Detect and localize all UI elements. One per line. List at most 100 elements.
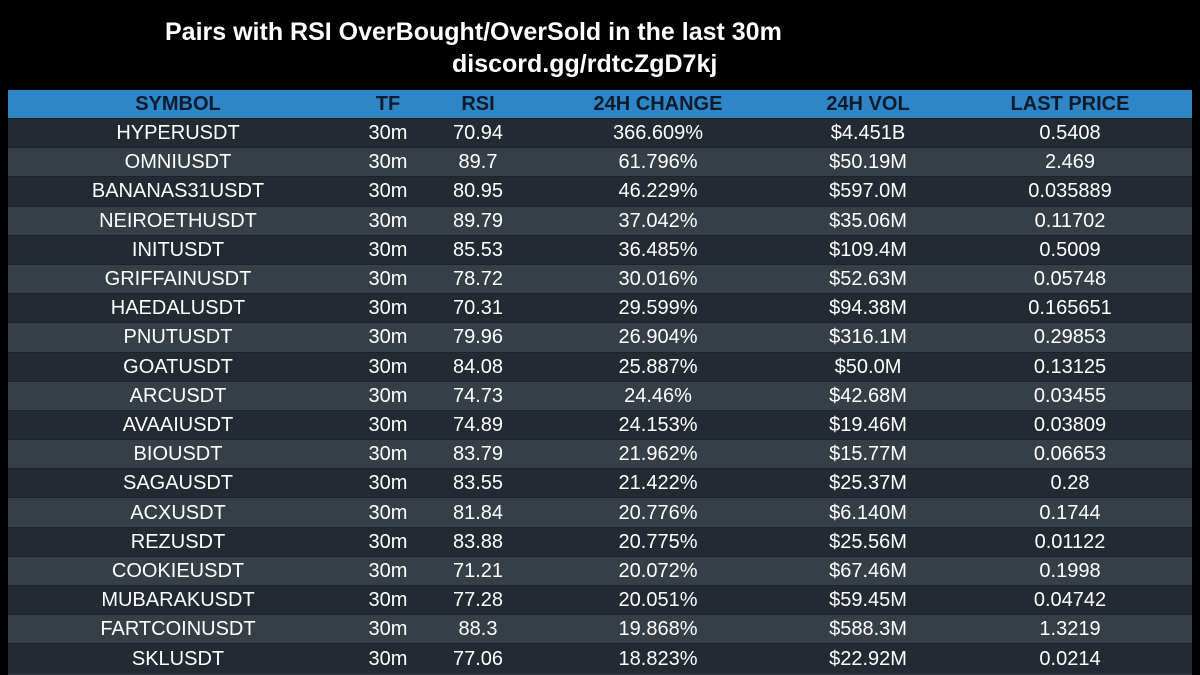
- table-row[interactable]: ACXUSDT 30m 81.84 20.776% $6.140M 0.1744: [8, 497, 1192, 528]
- price-cell: 0.29853: [948, 322, 1192, 352]
- tf-cell: 30m: [348, 117, 428, 148]
- rsi-cell: 84.08: [428, 351, 528, 382]
- column-header-24h-vol[interactable]: 24H VOL: [826, 93, 910, 115]
- change-cell: 26.904%: [528, 322, 788, 352]
- price-cell: 0.5408: [948, 117, 1192, 148]
- change-cell: 61.796%: [528, 147, 788, 177]
- volume-cell: $316.1M: [788, 322, 948, 352]
- symbol-cell: OMNIUSDT: [8, 147, 348, 177]
- table-row[interactable]: SKLUSDT 30m 77.06 18.823% $22.92M 0.0214: [8, 643, 1192, 674]
- symbol-cell: COOKIEUSDT: [8, 555, 348, 586]
- rsi-cell: 83.88: [428, 526, 528, 557]
- tf-cell: 30m: [348, 263, 428, 294]
- table-row[interactable]: COOKIEUSDT 30m 71.21 20.072% $67.46M 0.1998: [8, 555, 1192, 586]
- price-cell: 0.03809: [948, 409, 1192, 440]
- symbol-cell: FARTCOINUSDT: [8, 614, 348, 644]
- rsi-cell: 80.95: [428, 176, 528, 207]
- table-row[interactable]: GOATUSDT 30m 84.08 25.887% $50.0M 0.13125: [8, 351, 1192, 382]
- column-header-tf[interactable]: TF: [375, 93, 401, 115]
- table-row[interactable]: INITUSDT 30m 85.53 36.485% $109.4M 0.5009: [8, 234, 1192, 265]
- price-cell: 0.05748: [948, 263, 1192, 294]
- volume-cell: $588.3M: [788, 614, 948, 644]
- tf-cell: 30m: [348, 176, 428, 207]
- rsi-table: SYMBOL TF RSI 24H CHANGE 24H VOL LAST PR…: [8, 90, 1192, 674]
- volume-cell: $25.37M: [788, 468, 948, 498]
- table-row[interactable]: REZUSDT 30m 83.88 20.775% $25.56M 0.01122: [8, 526, 1192, 557]
- tf-cell: 30m: [348, 555, 428, 586]
- rsi-table-container: SYMBOL TF RSI 24H CHANGE 24H VOL LAST PR…: [8, 90, 1192, 675]
- symbol-cell: ACXUSDT: [8, 497, 348, 528]
- tf-cell: 30m: [348, 497, 428, 528]
- discord-link[interactable]: discord.gg/rdtcZgD7kj: [452, 50, 718, 78]
- table-row[interactable]: HAEDALUSDT 30m 70.31 29.599% $94.38M 0.165651: [8, 293, 1192, 323]
- price-cell: 0.035889: [948, 176, 1192, 207]
- change-cell: 29.599%: [528, 293, 788, 323]
- table-row[interactable]: HYPERUSDT 30m 70.94 366.609% $4.451B 0.5408: [8, 117, 1192, 148]
- change-cell: 24.46%: [528, 380, 788, 411]
- table-header-row: SYMBOL TF RSI 24H CHANGE 24H VOL LAST PR…: [8, 90, 1192, 119]
- rsi-cell: 89.7: [428, 147, 528, 177]
- tf-cell: 30m: [348, 409, 428, 440]
- price-cell: 0.0214: [948, 643, 1192, 674]
- price-cell: 0.03455: [948, 380, 1192, 411]
- column-header-24h-change[interactable]: 24H CHANGE: [593, 93, 723, 115]
- symbol-cell: HYPERUSDT: [8, 117, 348, 148]
- tf-cell: 30m: [348, 293, 428, 323]
- column-header-rsi[interactable]: RSI: [461, 93, 495, 115]
- symbol-cell: ARCUSDT: [8, 380, 348, 411]
- table-row[interactable]: AVAAIUSDT 30m 74.89 24.153% $19.46M 0.03809: [8, 409, 1192, 440]
- symbol-cell: GOATUSDT: [8, 351, 348, 382]
- volume-cell: $42.68M: [788, 380, 948, 411]
- table-row[interactable]: SAGAUSDT 30m 83.55 21.422% $25.37M 0.28: [8, 468, 1192, 498]
- column-header-symbol[interactable]: SYMBOL: [135, 93, 221, 115]
- price-cell: 0.5009: [948, 234, 1192, 265]
- price-cell: 0.1998: [948, 555, 1192, 586]
- price-cell: 0.01122: [948, 526, 1192, 557]
- rsi-cell: 81.84: [428, 497, 528, 528]
- change-cell: 24.153%: [528, 409, 788, 440]
- table-row[interactable]: OMNIUSDT 30m 89.7 61.796% $50.19M 2.469: [8, 147, 1192, 177]
- symbol-cell: BANANAS31USDT: [8, 176, 348, 207]
- volume-cell: $59.45M: [788, 584, 948, 615]
- volume-cell: $50.0M: [788, 351, 948, 382]
- table-row[interactable]: MUBARAKUSDT 30m 77.28 20.051% $59.45M 0.04742: [8, 584, 1192, 615]
- table-row[interactable]: PNUTUSDT 30m 79.96 26.904% $316.1M 0.29853: [8, 322, 1192, 352]
- change-cell: 36.485%: [528, 234, 788, 265]
- rsi-cell: 83.55: [428, 468, 528, 498]
- table-row[interactable]: FARTCOINUSDT 30m 88.3 19.868% $588.3M 1.3219: [8, 614, 1192, 644]
- table-row[interactable]: BANANAS31USDT 30m 80.95 46.229% $597.0M 0.035…: [8, 176, 1192, 207]
- table-row[interactable]: ARCUSDT 30m 74.73 24.46% $42.68M 0.03455: [8, 380, 1192, 411]
- symbol-cell: INITUSDT: [8, 234, 348, 265]
- table-row[interactable]: GRIFFAINUSDT 30m 78.72 30.016% $52.63M 0.0574…: [8, 263, 1192, 294]
- rsi-cell: 74.73: [428, 380, 528, 411]
- change-cell: 46.229%: [528, 176, 788, 207]
- column-header-last-price[interactable]: LAST PRICE: [1010, 93, 1130, 115]
- change-cell: 20.775%: [528, 526, 788, 557]
- volume-cell: $52.63M: [788, 263, 948, 294]
- rsi-cell: 74.89: [428, 409, 528, 440]
- price-cell: 1.3219: [948, 614, 1192, 644]
- symbol-cell: HAEDALUSDT: [8, 293, 348, 323]
- volume-cell: $22.92M: [788, 643, 948, 674]
- volume-cell: $19.46M: [788, 409, 948, 440]
- table-row[interactable]: NEIROETHUSDT 30m 89.79 37.042% $35.06M 0.1170…: [8, 205, 1192, 236]
- price-cell: 0.06653: [948, 439, 1192, 469]
- volume-cell: $50.19M: [788, 147, 948, 177]
- rsi-cell: 89.79: [428, 205, 528, 236]
- change-cell: 21.422%: [528, 468, 788, 498]
- tf-cell: 30m: [348, 584, 428, 615]
- symbol-cell: REZUSDT: [8, 526, 348, 557]
- volume-cell: $4.451B: [788, 117, 948, 148]
- symbol-cell: GRIFFAINUSDT: [8, 263, 348, 294]
- price-cell: 0.04742: [948, 584, 1192, 615]
- symbol-cell: MUBARAKUSDT: [8, 584, 348, 615]
- rsi-cell: 83.79: [428, 439, 528, 469]
- table-row[interactable]: BIOUSDT 30m 83.79 21.962% $15.77M 0.06653: [8, 439, 1192, 469]
- change-cell: 21.962%: [528, 439, 788, 469]
- volume-cell: $25.56M: [788, 526, 948, 557]
- change-cell: 25.887%: [528, 351, 788, 382]
- price-cell: 0.28: [948, 468, 1192, 498]
- change-cell: 30.016%: [528, 263, 788, 294]
- symbol-cell: NEIROETHUSDT: [8, 205, 348, 236]
- change-cell: 366.609%: [528, 117, 788, 148]
